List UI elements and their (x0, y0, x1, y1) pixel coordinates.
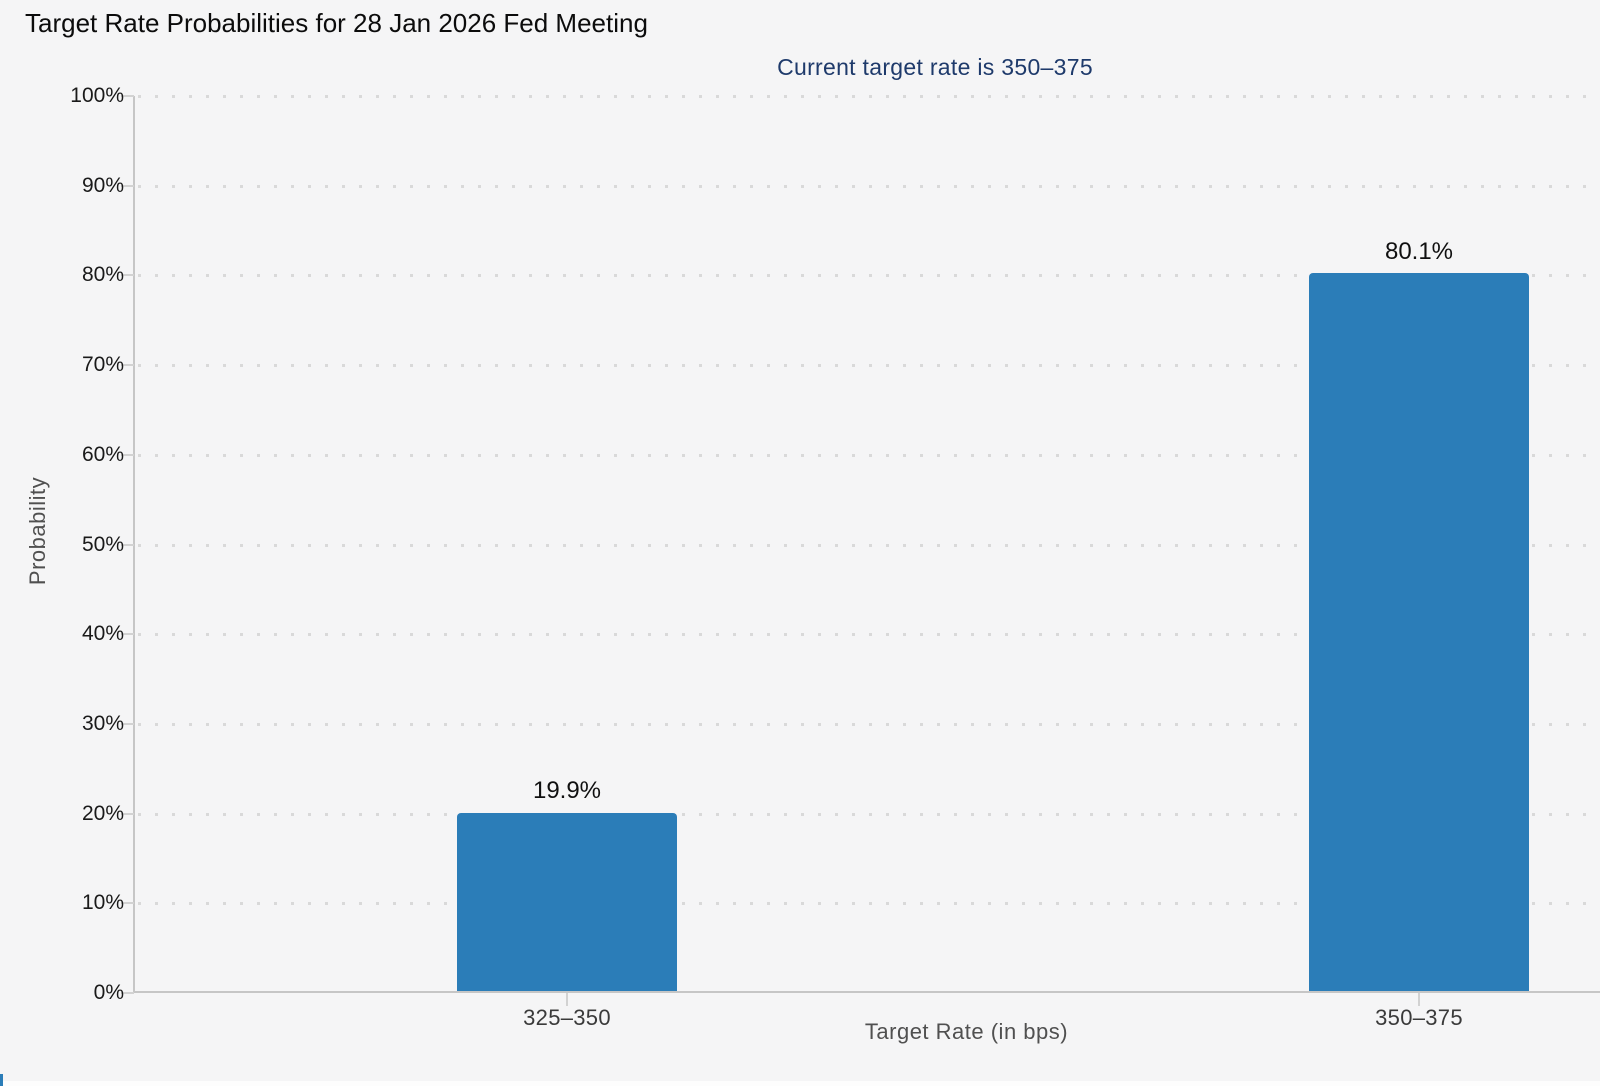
gridline-70 (138, 364, 1600, 368)
y-tick-label-50: 50% (81, 532, 124, 556)
y-tick-label-40: 40% (81, 622, 124, 646)
y-tick-label-20: 20% (81, 801, 124, 825)
y-axis-title: Probability (25, 476, 50, 586)
y-tick-mark-100 (121, 95, 134, 97)
y-tick-label-80: 80% (81, 263, 124, 287)
gridline-100 (138, 95, 1600, 98)
chart-subtitle: Current target rate is 350–375 (777, 54, 1093, 80)
bar-group-350-375: 80.1% (1309, 96, 1529, 991)
y-tick-label-90: 90% (81, 173, 124, 197)
y-tick-mark-30 (121, 722, 134, 725)
bar-325-350[interactable] (457, 812, 677, 991)
y-tick-mark-20 (121, 812, 134, 815)
gridline-50 (138, 543, 1600, 547)
y-tick-mark-60 (121, 453, 134, 456)
y-tick-label-0: 0% (93, 981, 124, 1004)
y-tick-label-100: 100% (70, 84, 124, 107)
gridline-40 (138, 633, 1600, 637)
x-tick-mark-325-350 (566, 993, 568, 1006)
x-tick-mark-350-375 (1418, 993, 1420, 1006)
plot-area: 0% 10% 20% 30% 40% 50% 60% 70% 80% 90% 100% 19.9% … (70, 84, 1600, 1030)
partial-blue-element-edge (0, 1074, 3, 1086)
y-tick-mark-90 (121, 184, 134, 187)
bar-value-label-350-375: 80.1% (1384, 237, 1454, 265)
y-tick-mark-0 (121, 992, 134, 994)
y-tick-label-60: 60% (81, 442, 124, 466)
gridline-90 (138, 184, 1600, 188)
x-axis-title: Target Rate (in bps) (864, 1019, 1069, 1044)
y-tick-mark-80 (121, 274, 134, 277)
bottom-divider-strip (0, 1081, 1600, 1086)
bar-value-label-325-350: 19.9% (532, 777, 602, 805)
chart-title: Target Rate Probabilities for 28 Jan 202… (25, 8, 648, 38)
bar-group-325-350: 19.9% (457, 96, 677, 991)
bar-350-375[interactable] (1309, 272, 1529, 991)
gridline-20 (138, 812, 1600, 816)
x-tick-label-325-350: 325–350 (523, 1005, 611, 1030)
y-tick-label-70: 70% (81, 353, 124, 377)
gridline-30 (138, 722, 1600, 726)
gridline-60 (138, 453, 1600, 457)
y-tick-mark-70 (121, 364, 134, 367)
y-tick-label-10: 10% (81, 891, 124, 915)
gridline-80 (138, 274, 1600, 278)
x-tick-label-350-375: 350–375 (1375, 1005, 1463, 1030)
y-tick-mark-50 (121, 543, 134, 546)
y-tick-mark-40 (121, 633, 134, 636)
gridline-10 (138, 902, 1600, 906)
y-tick-mark-10 (121, 902, 134, 905)
y-tick-label-30: 30% (81, 711, 124, 735)
